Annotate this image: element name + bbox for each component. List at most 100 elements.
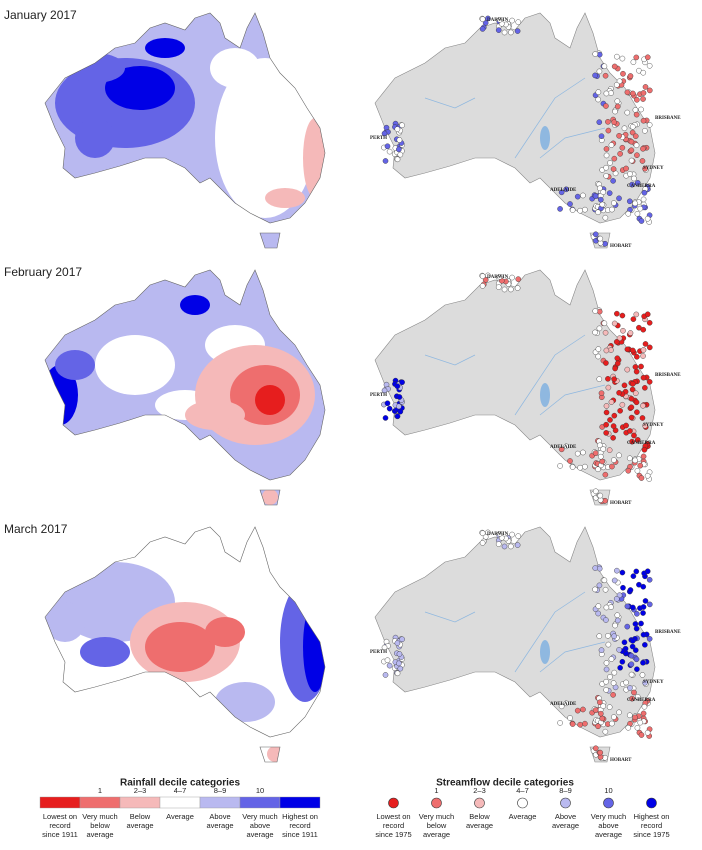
gauge [563,443,570,450]
rainfall-region [255,385,285,415]
legend-category: Lowest on [43,812,77,821]
gauge [630,59,637,65]
gauge [640,347,647,353]
gauge [617,407,623,414]
gauge [496,274,503,280]
rainfall-region [205,617,245,647]
gauge [384,657,391,664]
gauge [592,586,598,593]
legend-category: Above [209,812,230,821]
gauge [606,447,613,453]
gauge [596,325,603,332]
gauge [384,400,391,407]
gauge [495,27,502,33]
gauge [640,610,646,616]
gauge [592,51,599,57]
gauge [646,601,653,608]
legend-category: average [423,830,450,839]
gauge [574,193,581,200]
gauge [596,582,603,589]
gauge [637,205,644,212]
gauge [597,235,604,242]
gauge [602,240,608,247]
gauge [619,144,626,151]
gauge [641,703,648,710]
gauge [630,604,636,611]
gauge [634,180,641,186]
gauge [396,146,402,153]
river [424,77,606,159]
gauge [557,720,563,726]
month-label: February 2017 [4,265,82,279]
rainfall-region [210,48,260,88]
legend-category: Lowest on [376,812,410,821]
gauge [607,417,613,423]
gauge [644,311,651,318]
gauge [592,72,598,79]
gauge [627,171,633,177]
gauge [612,108,618,115]
gauge [628,138,635,145]
legend-category: below [427,821,447,830]
gauge [627,73,634,79]
gauge [640,196,647,203]
gauge [617,150,623,157]
gauge [633,568,640,575]
legend-category: Very much [419,812,454,821]
gauge [567,201,573,207]
gauge [577,464,583,471]
gauge [642,128,648,134]
city-label: CANBERRA [627,441,656,446]
gauge [592,308,599,314]
rainfall-region [145,622,215,672]
gauge [396,660,402,667]
gauge [633,656,640,663]
gauge [629,637,636,644]
legend-decile: 8–9 [559,786,572,795]
gauge [600,446,606,452]
gauge [640,453,647,460]
gauge [567,715,573,721]
rainfall-fill [45,270,325,505]
gauge [613,596,620,602]
gauge [640,326,647,333]
gauge [619,312,626,319]
gauge [399,122,405,129]
gauge [577,721,583,728]
gauge [597,749,604,756]
gauge [394,670,401,677]
gauge [496,17,503,23]
gauge [501,286,508,293]
gauge [605,641,612,648]
gauge [396,394,403,400]
gauge [619,658,626,665]
gauge [626,455,633,462]
gauge [638,363,644,370]
gauge [605,119,611,125]
gauge [629,123,636,130]
gauge [644,568,651,575]
gauge [479,273,486,279]
gauge [640,710,647,717]
gauge [644,215,651,222]
gauge [628,671,635,678]
gauge [628,404,635,411]
gauge [611,155,618,162]
gauge [598,647,605,653]
gauge [605,384,612,391]
gauge [603,409,610,416]
rainfall-region [45,602,85,642]
gauge [646,319,653,326]
gauge [509,531,515,538]
gauge [637,462,644,469]
city-label: BRISBANE [655,630,681,635]
rainfall-region [80,637,130,667]
gauge [569,721,576,727]
legend-swatch [159,796,201,809]
gauge [602,329,609,336]
streamflow-map: DARWIN PERTH ADELAIDE BRISBANE SYDNEY CANBERR… [370,526,681,763]
gauge [637,719,644,726]
legend-category: since 1911 [282,830,318,839]
gauge [557,463,563,469]
